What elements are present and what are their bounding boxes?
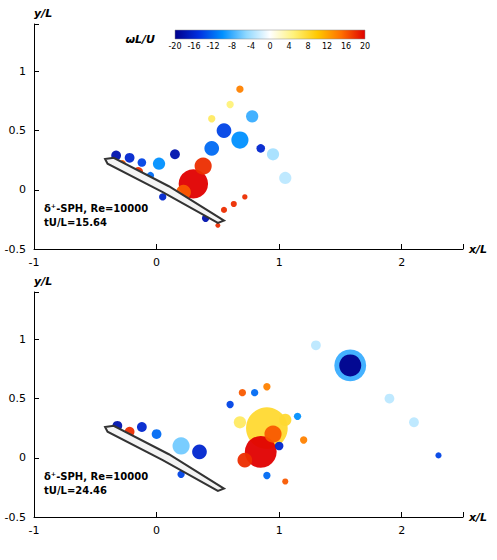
svg-text:20: 20 <box>360 42 370 51</box>
svg-text:8: 8 <box>305 42 310 51</box>
svg-text:-8: -8 <box>228 42 236 51</box>
svg-text:4: 4 <box>286 42 291 51</box>
svg-text:y/L: y/L <box>34 275 52 288</box>
svg-text:y/L: y/L <box>34 7 52 20</box>
svg-text:0.5: 0.5 <box>9 124 27 137</box>
svg-text:-16: -16 <box>187 42 200 51</box>
svg-text:16: 16 <box>341 42 351 51</box>
svg-text:12: 12 <box>322 42 332 51</box>
svg-text:-4: -4 <box>247 42 255 51</box>
svg-text:x/L: x/L <box>468 511 487 524</box>
svg-text:-20: -20 <box>168 42 181 51</box>
svg-text:0: 0 <box>153 524 160 537</box>
svg-text:-1: -1 <box>29 524 40 537</box>
svg-text:tU/L=24.46: tU/L=24.46 <box>44 485 107 496</box>
svg-text:0: 0 <box>19 183 26 196</box>
svg-text:1: 1 <box>19 65 26 78</box>
svg-text:0: 0 <box>153 256 160 269</box>
svg-text:δ⁺-SPH, Re=10000: δ⁺-SPH, Re=10000 <box>44 471 148 482</box>
svg-text:1: 1 <box>276 256 283 269</box>
svg-text:tU/L=15.64: tU/L=15.64 <box>44 217 107 228</box>
svg-text:2: 2 <box>398 256 405 269</box>
svg-text:δ⁺-SPH, Re=10000: δ⁺-SPH, Re=10000 <box>44 203 148 214</box>
svg-text:-12: -12 <box>206 42 219 51</box>
svg-text:0: 0 <box>267 42 272 51</box>
svg-text:-1: -1 <box>29 256 40 269</box>
svg-text:0: 0 <box>19 451 26 464</box>
svg-text:-0.5: -0.5 <box>5 243 26 256</box>
svg-text:1: 1 <box>19 333 26 346</box>
svg-text:-0.5: -0.5 <box>5 511 26 524</box>
svg-text:2: 2 <box>398 524 405 537</box>
svg-text:ωL/U: ωL/U <box>125 33 155 46</box>
svg-text:1: 1 <box>276 524 283 537</box>
svg-text:x/L: x/L <box>468 243 487 256</box>
svg-text:0.5: 0.5 <box>9 392 27 405</box>
